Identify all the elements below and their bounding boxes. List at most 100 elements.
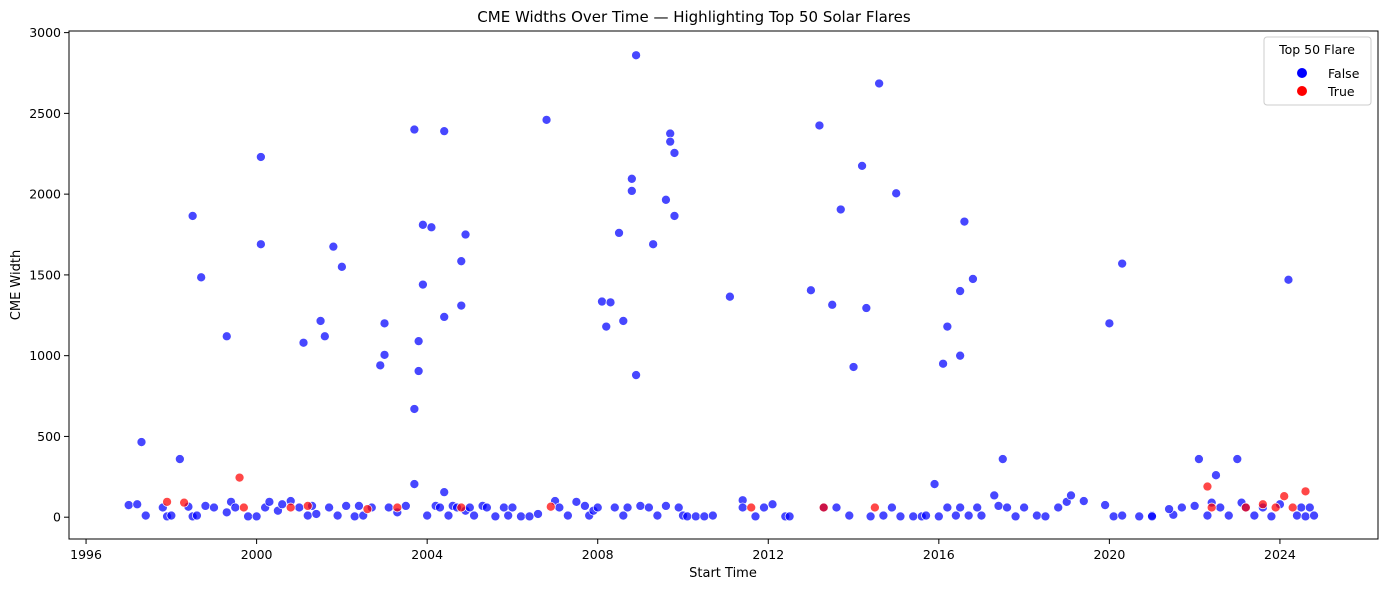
data-point-false [294, 502, 305, 513]
data-point-true [1258, 499, 1268, 510]
data-point-false [1223, 510, 1234, 521]
data-point-false [379, 318, 390, 329]
data-point-false [507, 502, 518, 513]
data-point-false [516, 511, 526, 522]
data-point-false [618, 510, 629, 521]
legend-label-false: False [1328, 66, 1360, 81]
data-point-true [179, 497, 189, 508]
data-point-false [375, 360, 386, 371]
data-point-false [140, 510, 151, 521]
data-point-false [661, 501, 671, 511]
x-axis: 1996 2000 2004 2008 2012 2016 2020 2024 [70, 539, 1296, 562]
x-tick-label: 1996 [70, 547, 102, 562]
data-point-false [277, 499, 288, 510]
data-point-false [661, 194, 671, 205]
data-point-false [690, 511, 701, 522]
data-point-false [175, 454, 185, 464]
data-point-false [319, 331, 330, 342]
data-point-true [1270, 502, 1281, 513]
data-point-false [187, 211, 198, 221]
data-point-false [707, 510, 718, 521]
y-tick-label: 0 [53, 510, 61, 525]
data-point-false [635, 501, 646, 511]
data-point-false [955, 502, 965, 513]
data-point-false [354, 501, 364, 511]
data-point-false [1010, 511, 1021, 522]
legend-marker-true [1297, 86, 1307, 96]
data-point-true [285, 502, 296, 513]
data-point-true [818, 502, 829, 513]
data-point-false [806, 285, 816, 296]
data-point-true [870, 502, 880, 513]
data-point-false [887, 502, 897, 513]
x-tick-label: 2000 [241, 547, 273, 562]
data-point-false [750, 511, 761, 522]
data-point-false [605, 297, 616, 308]
data-point-false [1292, 510, 1302, 521]
data-point-false [626, 186, 637, 196]
data-point-true [1300, 486, 1311, 497]
data-point-false [311, 509, 322, 519]
data-point-false [541, 114, 552, 125]
x-tick-label: 2008 [582, 547, 614, 562]
data-point-false [251, 511, 262, 522]
data-point-false [737, 502, 748, 513]
data-point-false [955, 350, 965, 361]
data-point-false [609, 502, 620, 513]
y-tick-label: 2000 [29, 187, 61, 202]
data-point-false [490, 511, 501, 522]
data-point-false [767, 499, 778, 510]
data-point-false [1019, 502, 1029, 513]
data-point-false [665, 136, 676, 147]
data-point-false [426, 222, 437, 233]
data-point-false [413, 336, 424, 346]
data-point-false [298, 337, 309, 348]
data-point-false [200, 501, 211, 511]
y-tick-label: 3000 [29, 25, 61, 40]
data-point-false [1066, 490, 1076, 501]
data-point-false [1296, 502, 1307, 513]
data-point-false [929, 479, 940, 489]
data-point-false [221, 331, 232, 342]
data-point-false [422, 510, 433, 521]
legend: Top 50 Flare False True [1263, 36, 1372, 106]
data-point-false [1100, 500, 1110, 510]
data-point-false [942, 502, 953, 513]
data-point-false [1309, 510, 1319, 521]
data-point-false [482, 502, 492, 513]
y-tick-label: 500 [37, 429, 61, 444]
data-point-false [614, 228, 624, 238]
data-point-true [1206, 502, 1217, 513]
data-point-false [499, 502, 509, 513]
data-point-false [1249, 510, 1260, 521]
x-tick-label: 2012 [752, 547, 784, 562]
data-point-false [418, 279, 428, 290]
data-point-false [652, 510, 663, 521]
data-point-false [976, 510, 987, 521]
data-point-false [597, 296, 607, 307]
data-point-false [132, 499, 143, 510]
data-point-false [1232, 454, 1243, 464]
data-point-false [409, 479, 420, 489]
y-tick-label: 2500 [29, 106, 61, 121]
data-point-true [162, 496, 172, 507]
x-tick-label: 2004 [411, 547, 443, 562]
data-point-true [1287, 502, 1298, 513]
data-point-false [669, 148, 680, 158]
data-point-false [1104, 318, 1115, 329]
data-point-false [682, 511, 693, 522]
legend-title: Top 50 Flare [1278, 42, 1355, 57]
data-point-false [413, 366, 424, 376]
data-point-false [1117, 258, 1128, 269]
data-point-false [166, 510, 177, 521]
data-point-false [963, 510, 974, 521]
legend-box [1263, 36, 1372, 106]
data-point-false [1177, 502, 1187, 513]
data-point-false [874, 78, 884, 89]
data-point-false [759, 502, 769, 513]
data-point-false [1134, 511, 1145, 522]
data-point-false [1304, 502, 1315, 513]
data-point-false [997, 454, 1008, 464]
data-point-false [951, 510, 961, 521]
